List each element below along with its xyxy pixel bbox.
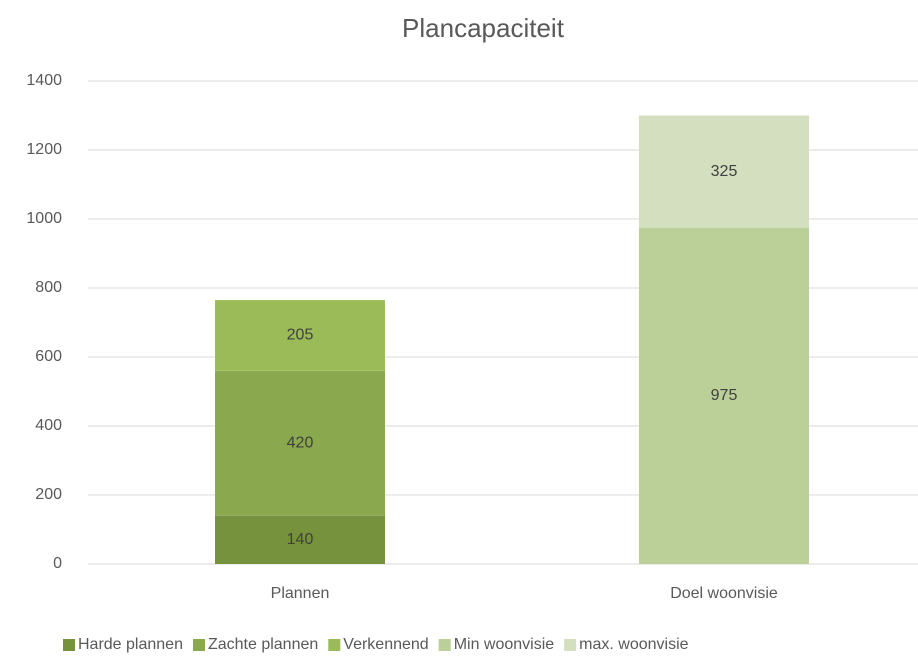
legend-swatch — [328, 639, 341, 651]
legend-label: Harde plannen — [78, 636, 183, 653]
data-label: 205 — [287, 327, 314, 344]
legend-swatch — [192, 639, 205, 651]
y-tick-label: 1000 — [26, 210, 62, 227]
data-label: 140 — [287, 531, 314, 548]
x-tick-label: Doel woonvisie — [670, 585, 778, 602]
data-label: 975 — [711, 387, 738, 404]
bar-segment — [215, 370, 385, 516]
y-tick-label: 800 — [35, 279, 62, 296]
y-tick-label: 0 — [53, 555, 62, 572]
data-label: 325 — [711, 163, 738, 180]
legend-label: Verkennend — [343, 636, 428, 653]
legend-swatch — [438, 639, 451, 651]
y-tick-label: 400 — [35, 417, 62, 434]
legend-label: max. woonvisie — [579, 636, 688, 653]
y-tick-label: 1400 — [26, 72, 62, 89]
legend-label: Zachte plannen — [208, 636, 318, 653]
bar-segment — [639, 227, 809, 564]
legend-label: Min woonvisie — [454, 636, 555, 653]
chart-title: Plancapaciteit — [402, 13, 565, 43]
x-tick-label: Plannen — [271, 585, 330, 602]
data-label: 420 — [287, 434, 314, 451]
bar-segment — [215, 515, 385, 564]
bar-segment — [215, 300, 385, 371]
y-tick-label: 200 — [35, 486, 62, 503]
y-tick-label: 1200 — [26, 141, 62, 158]
bar-segment — [639, 115, 809, 228]
y-tick-label: 600 — [35, 348, 62, 365]
legend-swatch — [63, 639, 75, 651]
legend-swatch — [564, 639, 577, 651]
